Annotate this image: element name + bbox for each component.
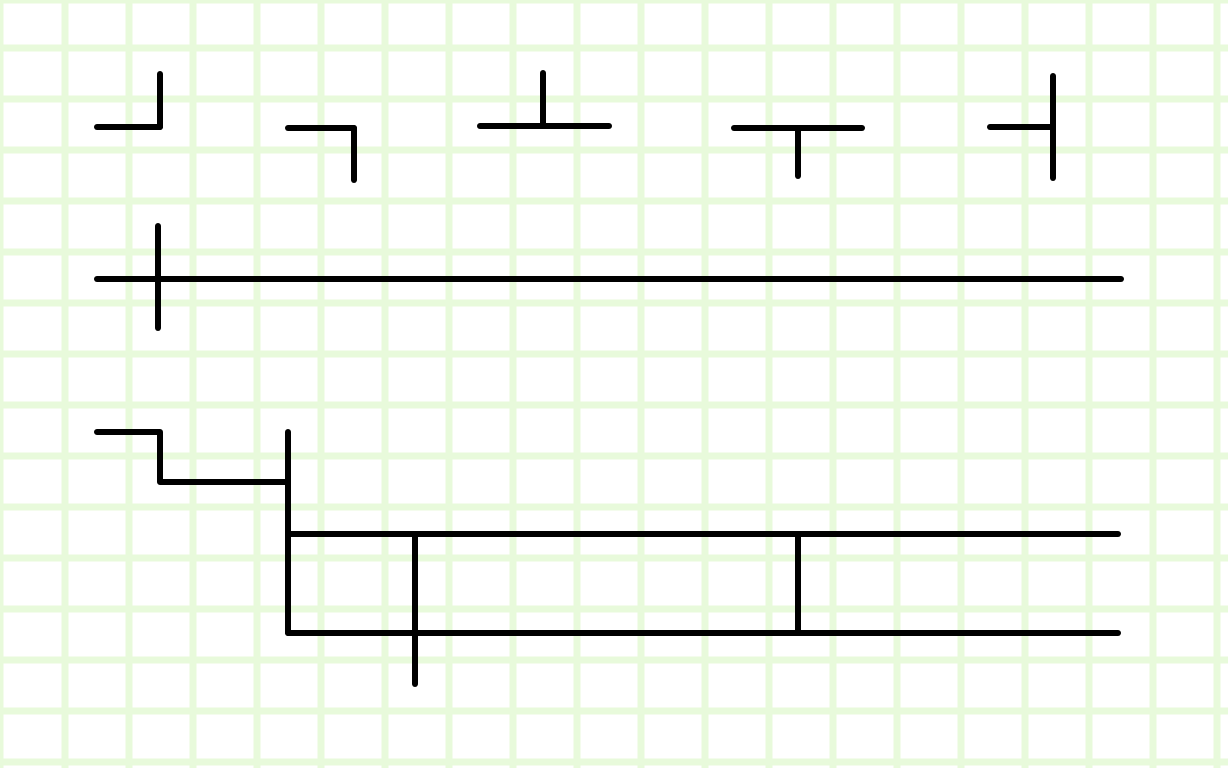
cross-line-glyph (94, 223, 1124, 331)
corner-down-left-glyph (285, 125, 357, 183)
tee-up-glyph (477, 70, 612, 129)
tee-left-glyph (987, 73, 1056, 181)
tee-down-glyph (731, 125, 865, 179)
branching-network-glyph (94, 429, 1121, 687)
corner-up-left-glyph (94, 71, 163, 130)
glyph-strokes (94, 70, 1124, 687)
network-step-connector (94, 429, 291, 485)
